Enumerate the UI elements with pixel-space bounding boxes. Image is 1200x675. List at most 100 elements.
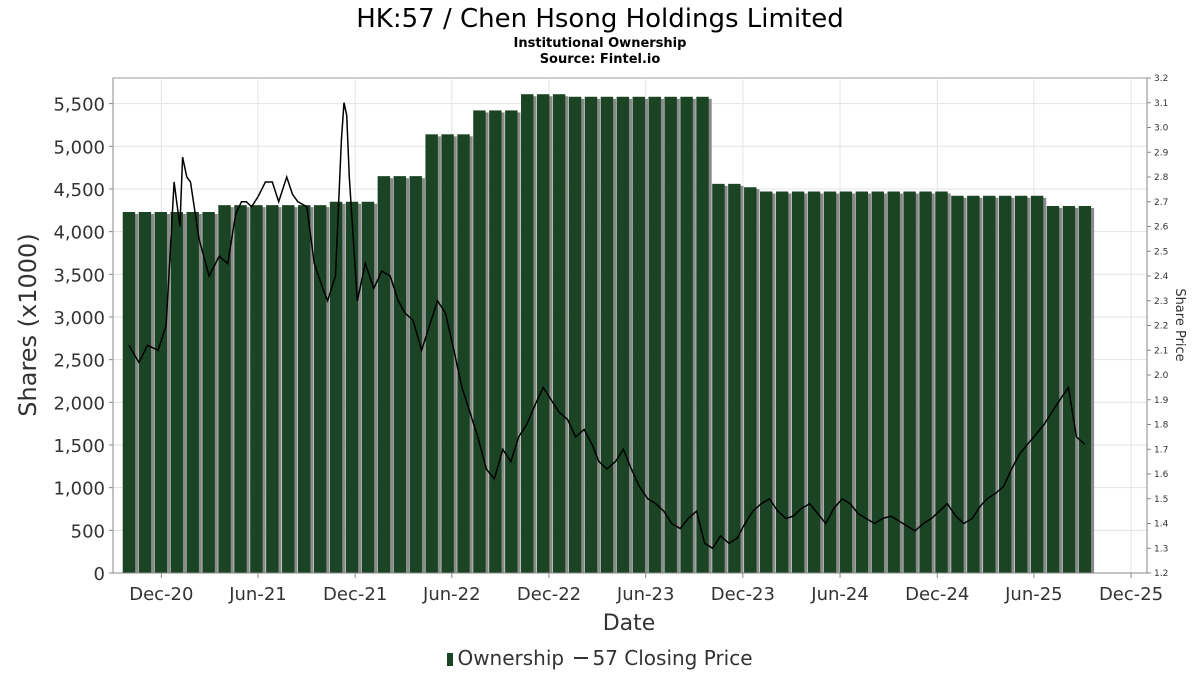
price-line-group bbox=[128, 102, 1086, 550]
ownership-bar bbox=[568, 96, 582, 573]
ownership-bar bbox=[823, 191, 837, 574]
ownership-bar bbox=[409, 176, 422, 573]
ownership-bar bbox=[871, 191, 884, 574]
ownership-bar bbox=[1046, 206, 1060, 573]
y2-tick-label: 2.8 bbox=[1154, 173, 1169, 183]
y-tick-label: 5,000 bbox=[53, 137, 105, 158]
y2-tick-label: 1.6 bbox=[1154, 470, 1169, 480]
ownership-bar bbox=[170, 211, 183, 573]
y-tick-label: 1,500 bbox=[53, 436, 105, 457]
y-axis-label: Shares (x1000) bbox=[14, 233, 42, 416]
ownership-bar bbox=[425, 134, 438, 574]
chart-subtitle: Institutional Ownership bbox=[514, 36, 687, 51]
ownership-bar bbox=[855, 191, 869, 574]
ownership-bar bbox=[282, 205, 295, 573]
ownership-bar bbox=[935, 191, 948, 574]
y2-tick-label: 1.2 bbox=[1154, 569, 1168, 579]
y-tick-label: 4,000 bbox=[53, 223, 105, 244]
ownership-bar bbox=[1030, 195, 1044, 573]
y2-tick-label: 2.7 bbox=[1154, 198, 1168, 208]
ownership-bar bbox=[791, 191, 805, 574]
ownership-bar bbox=[536, 94, 550, 573]
y2-tick-label: 3.0 bbox=[1154, 124, 1169, 134]
ownership-swatch bbox=[447, 653, 454, 666]
x-tick-label: Jun-25 bbox=[1004, 584, 1063, 605]
ownership-bar bbox=[1078, 206, 1092, 573]
x-tick-label: Jun-24 bbox=[810, 584, 869, 605]
ownership-bar bbox=[505, 110, 518, 574]
ownership-bar bbox=[744, 187, 757, 573]
ownership-bar bbox=[983, 195, 996, 573]
chart-title: HK:57 / Chen Hsong Holdings Limited bbox=[356, 4, 844, 34]
ownership-bar bbox=[297, 205, 311, 573]
y-tick-label: 0 bbox=[94, 564, 105, 585]
y2-tick-label: 2.5 bbox=[1154, 247, 1168, 257]
ownership-bar bbox=[377, 176, 391, 573]
ownership-bar bbox=[998, 195, 1012, 573]
ownership-bar bbox=[345, 201, 359, 573]
legend-price: 57 Closing Price bbox=[574, 646, 753, 670]
ownership-bar bbox=[473, 110, 486, 574]
ownership-bar bbox=[329, 201, 343, 573]
y2-tick-label: 2.0 bbox=[1154, 371, 1169, 381]
y2-tick-label: 1.4 bbox=[1154, 520, 1169, 530]
y-tick-label: 1,000 bbox=[53, 479, 105, 500]
x-tick-label: Dec-23 bbox=[711, 584, 775, 605]
x-axis-label: Date bbox=[603, 611, 656, 636]
ownership-bar bbox=[760, 191, 773, 574]
ownership-chart: HK:57 / Chen Hsong Holdings Limited Inst… bbox=[14, 4, 1187, 636]
y2-tick-label: 2.1 bbox=[1154, 346, 1168, 356]
y2-tick-label: 2.6 bbox=[1154, 223, 1169, 233]
ownership-bar bbox=[680, 96, 693, 573]
ownership-bar bbox=[186, 211, 199, 573]
ownership-bar bbox=[234, 205, 247, 573]
ownership-bar bbox=[728, 183, 741, 574]
ownership-bar bbox=[313, 205, 327, 573]
ownership-bar bbox=[919, 191, 932, 574]
ownership-bar bbox=[632, 96, 645, 573]
ownership-bar bbox=[552, 94, 566, 573]
ownership-bar bbox=[967, 195, 980, 573]
ownership-bar bbox=[696, 96, 709, 573]
price-swatch bbox=[574, 657, 589, 659]
ownership-bar bbox=[250, 205, 263, 573]
legend-price-label: 57 Closing Price bbox=[592, 646, 753, 670]
ownership-bar bbox=[584, 96, 598, 573]
ownership-bar bbox=[122, 211, 136, 573]
chart-legend: Ownership 57 Closing Price bbox=[0, 646, 1200, 670]
y-tick-label: 5,500 bbox=[53, 95, 105, 116]
y2-tick-label: 1.9 bbox=[1154, 396, 1169, 406]
y-tick-label: 2,000 bbox=[53, 393, 105, 414]
x-tick-label: Dec-22 bbox=[517, 584, 581, 605]
ownership-bar bbox=[664, 96, 677, 573]
legend-ownership: Ownership bbox=[447, 646, 564, 670]
legend-ownership-label: Ownership bbox=[457, 646, 565, 670]
y2-tick-label: 3.2 bbox=[1154, 74, 1168, 84]
x-tick-label: Dec-20 bbox=[129, 584, 193, 605]
x-tick-label: Dec-24 bbox=[905, 584, 969, 605]
y2-axis-label: Share Price bbox=[1172, 288, 1187, 361]
ownership-bar bbox=[457, 134, 470, 574]
ownership-bar bbox=[807, 191, 821, 574]
y2-tick-label: 2.2 bbox=[1154, 322, 1168, 332]
axes: 0 500 1,000 1,500 2,000 2,500 3,000 3,500 4,000 4… bbox=[53, 74, 1168, 605]
x-tick-label: Jun-22 bbox=[422, 584, 481, 605]
ownership-bar bbox=[903, 191, 916, 574]
ownership-bar bbox=[202, 211, 215, 573]
ownership-bar bbox=[839, 191, 853, 574]
y2-tick-label: 2.4 bbox=[1154, 272, 1169, 282]
ownership-bar bbox=[521, 94, 534, 573]
ownership-bar bbox=[441, 134, 454, 574]
x-tick-label: Jun-21 bbox=[228, 584, 287, 605]
y-tick-label: 3,500 bbox=[53, 265, 105, 286]
x-tick-label: Jun-23 bbox=[616, 584, 675, 605]
ownership-bar bbox=[266, 205, 279, 573]
ownership-bar bbox=[393, 176, 406, 573]
y2-tick-label: 1.3 bbox=[1154, 544, 1168, 554]
ownership-bar bbox=[154, 211, 168, 573]
y-tick-label: 500 bbox=[71, 521, 105, 542]
y-tick-label: 4,500 bbox=[53, 180, 105, 201]
ownership-bar bbox=[951, 195, 964, 573]
ownership-bar bbox=[361, 201, 375, 573]
